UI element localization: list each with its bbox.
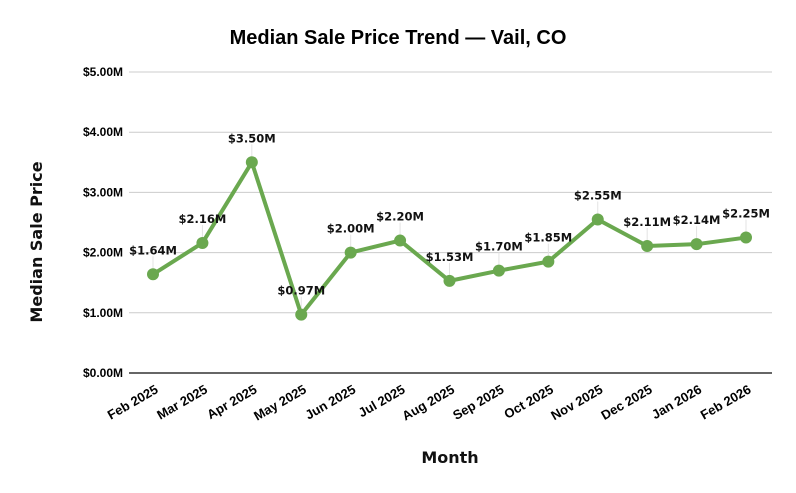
data-point xyxy=(542,255,555,268)
chart-title: Median Sale Price Trend — Vail, CO xyxy=(230,27,567,49)
y-tick-label: $0.00M xyxy=(83,366,123,380)
x-tick-label: Mar 2025 xyxy=(154,382,210,423)
data-label: $2.55M xyxy=(574,188,622,202)
data-label: $2.25M xyxy=(722,207,770,221)
data-label: $1.70M xyxy=(475,240,523,254)
data-point xyxy=(344,246,357,259)
y-axis-label: Median Sale Price xyxy=(27,161,46,322)
x-tick-label: Nov 2025 xyxy=(548,382,605,424)
data-point xyxy=(591,213,604,226)
x-tick-label: Jun 2025 xyxy=(302,382,358,423)
data-point xyxy=(147,268,159,281)
data-point xyxy=(443,274,456,287)
x-tick-label: Dec 2025 xyxy=(598,382,654,423)
x-tick-label: Jan 2026 xyxy=(649,382,704,422)
y-axis-ticks: $0.00M $1.00M $2.00M $3.00M $4.00M $5.00M xyxy=(83,65,123,380)
data-label: $1.53M xyxy=(426,250,474,264)
data-label: $2.20M xyxy=(376,210,424,224)
y-tick-label: $1.00M xyxy=(83,306,123,320)
y-tick-label: $2.00M xyxy=(83,246,123,260)
y-tick-label: $4.00M xyxy=(83,125,123,139)
x-tick-label: Aug 2025 xyxy=(399,382,457,424)
x-tick-label: Feb 2026 xyxy=(698,382,754,423)
data-point xyxy=(245,156,258,169)
data-point xyxy=(690,238,703,251)
data-point xyxy=(394,234,407,247)
x-tick-label: Sep 2025 xyxy=(450,382,506,423)
x-tick-label: May 2025 xyxy=(251,382,309,424)
data-point xyxy=(740,231,752,244)
data-label: $2.16M xyxy=(179,212,227,226)
x-tick-label: Feb 2025 xyxy=(105,382,161,423)
x-tick-label: Apr 2025 xyxy=(204,382,259,422)
data-label: $3.50M xyxy=(228,131,276,145)
data-label: $0.97M xyxy=(277,284,325,298)
series-line xyxy=(151,160,747,317)
gridlines xyxy=(129,71,772,374)
data-point xyxy=(295,308,308,321)
data-point xyxy=(641,239,654,252)
data-label: $2.11M xyxy=(623,215,671,229)
y-tick-label: $5.00M xyxy=(83,65,123,79)
data-label: $1.64M xyxy=(129,243,177,257)
x-tick-label: Jul 2025 xyxy=(356,382,408,421)
data-label: $2.00M xyxy=(327,222,375,236)
data-label: $2.14M xyxy=(673,213,721,227)
data-point xyxy=(492,264,505,277)
data-series: $1.64M $2.16M $3.50M $0.97M $2.00M$2.20M $1.5… xyxy=(129,131,770,321)
data-point xyxy=(196,236,209,249)
data-label: $1.85M xyxy=(524,231,572,245)
x-axis-label: Month xyxy=(421,448,478,467)
x-tick-label: Oct 2025 xyxy=(501,382,555,422)
y-tick-label: $3.00M xyxy=(83,185,123,199)
